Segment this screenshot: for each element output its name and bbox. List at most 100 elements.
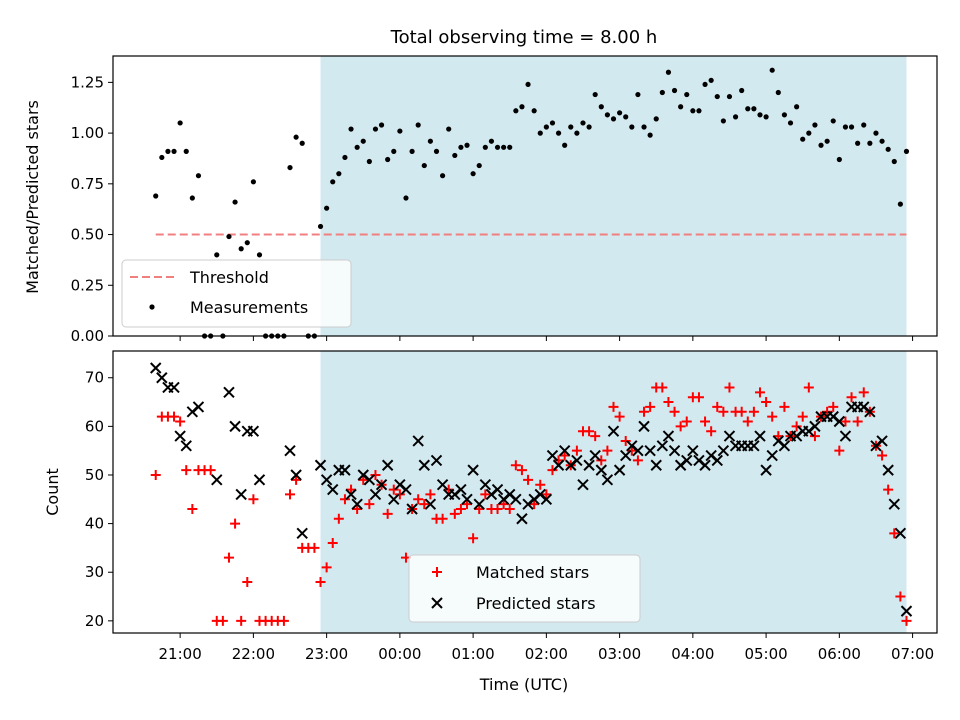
matched-star-point [559, 450, 570, 461]
predicted-star-point [479, 478, 492, 491]
legend-threshold-label: Threshold [189, 268, 269, 287]
predicted-star-point [327, 483, 339, 496]
measurement-point [678, 104, 684, 110]
predicted-star-point [192, 401, 205, 413]
matched-star-point [510, 460, 521, 471]
top-y-axis-label: Matched/Predicted stars [23, 100, 42, 294]
matched-star-point [718, 406, 729, 417]
matched-star-point [321, 562, 332, 573]
measurement-point [684, 91, 690, 98]
measurement-point [293, 134, 299, 140]
y-tick-label: 30 [85, 563, 104, 581]
matched-star-point [822, 406, 833, 417]
x-tick-label: 02:00 [525, 645, 568, 663]
measurement-point [256, 252, 263, 258]
measurement-point [342, 154, 348, 161]
matched-star-point [614, 411, 625, 422]
measurement-point [403, 195, 409, 201]
measurement-point [726, 93, 733, 100]
matched-star-point [754, 387, 765, 398]
matched-star-point [205, 465, 216, 476]
y-tick-label: 1.00 [71, 124, 104, 142]
matched-star-point [608, 401, 619, 412]
predicted-star-point [381, 459, 394, 471]
measurement-point [885, 146, 891, 152]
measurement-point [507, 144, 513, 150]
matched-star-point [584, 426, 595, 437]
measurement-point [549, 120, 556, 126]
y-tick-label: 0.50 [71, 226, 104, 244]
legend-measurement-label: Measurements [190, 298, 308, 317]
matched-star-point [504, 504, 515, 515]
predicted-star-point [754, 430, 766, 442]
matched-star-point [742, 416, 753, 427]
measurement-point [891, 158, 897, 165]
predicted-star-point [723, 430, 736, 442]
predicted-star-point [760, 464, 772, 476]
matched-star-point [370, 469, 381, 480]
matched-star-point [187, 504, 198, 515]
measurement-point [647, 132, 653, 138]
measurement-point [824, 138, 830, 144]
measurement-point [574, 130, 580, 136]
predicted-star-point [558, 444, 571, 457]
y-tick-label: 50 [85, 466, 104, 484]
predicted-star-point [455, 483, 467, 496]
matched-star-point [724, 382, 735, 393]
predicted-star-point [253, 474, 266, 486]
matched-star-point [291, 474, 302, 485]
measurement-point [531, 108, 537, 114]
matched-star-point [382, 508, 393, 519]
matched-star-point [590, 431, 601, 442]
measurement-point [867, 140, 873, 146]
measurement-point [690, 108, 696, 114]
top-panel: 0.00 0.25 0.50 0.75 1.00 1.25 Threshold Measure… [71, 55, 938, 345]
measurement-point [354, 144, 360, 150]
matched-star-point [852, 416, 863, 427]
bottom-axes-frame [112, 350, 938, 634]
matched-star-point [571, 445, 582, 456]
measurement-point [397, 128, 403, 134]
predicted-star-point [681, 454, 693, 467]
measurement-point [830, 118, 836, 124]
predicted-star-point [607, 425, 620, 437]
measurement-point [708, 77, 714, 83]
measurement-point [195, 173, 202, 179]
measurement-point [806, 130, 812, 136]
matched-star-point [639, 406, 650, 417]
predicted-star-point [894, 527, 907, 540]
predicted-star-point [461, 493, 473, 506]
matched-star-point [626, 445, 637, 456]
matched-star-point [547, 465, 558, 476]
measurement-point [739, 87, 745, 94]
predicted-star-point [473, 498, 485, 510]
predicted-star-point [156, 372, 168, 384]
top-axes-frame [112, 55, 938, 337]
measurement-point [836, 156, 842, 163]
predicted-star-point [540, 493, 553, 506]
x-tick-label: 01:00 [452, 645, 495, 663]
matched-star-point [681, 416, 692, 427]
matched-star-point [602, 445, 613, 456]
matched-star-point [309, 542, 320, 553]
predicted-star-point [687, 444, 699, 457]
matched-star-point [388, 484, 399, 495]
measurement-point [696, 108, 702, 114]
measurement-point [299, 140, 305, 146]
measurement-point [372, 126, 379, 132]
measurement-point [336, 171, 342, 177]
measurement-point [751, 106, 757, 112]
matched-star-point [285, 489, 296, 500]
measurement-point [800, 136, 806, 142]
measurement-point [458, 144, 464, 150]
matched-star-point [449, 508, 460, 519]
measurement-point [440, 173, 446, 179]
matched-star-point [413, 494, 424, 505]
predicted-star-point [180, 440, 192, 452]
x-tick-label: 05:00 [744, 645, 787, 663]
measurement-point [555, 130, 562, 136]
predicted-star-point [320, 474, 333, 486]
matched-star-point [236, 615, 247, 626]
measurement-point [617, 110, 623, 116]
predicted-star-point [632, 444, 644, 457]
